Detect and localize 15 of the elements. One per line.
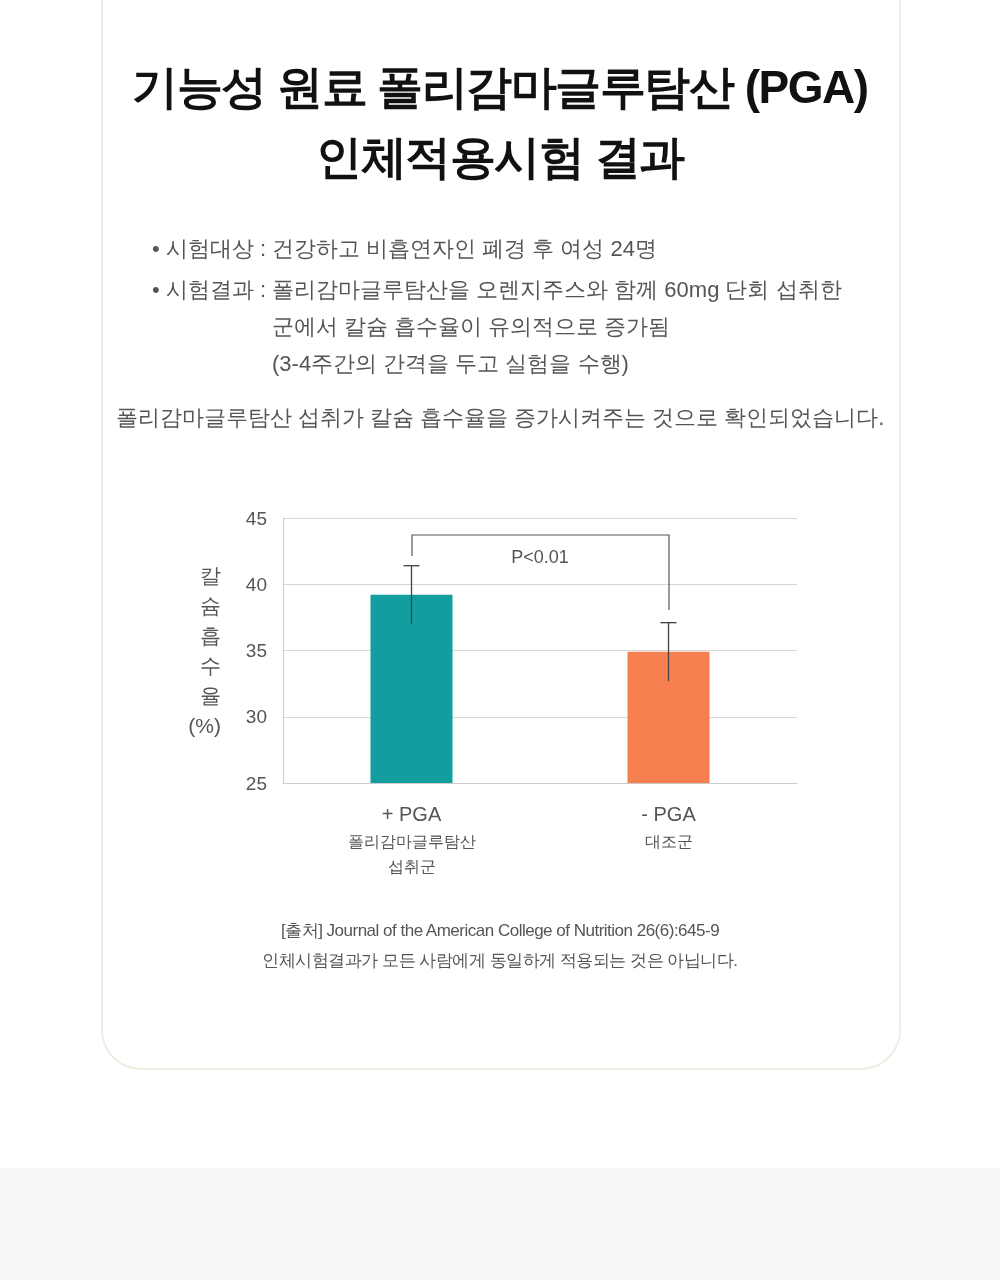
annotation: P<0.01: [510, 546, 570, 568]
y-tick-label: 40: [245, 573, 267, 595]
chart-title: 기능성 원료 폴리감마글루탐산 (PGA) 인체적용시험 결과: [131, 60, 869, 185]
text: 폴리감마글루탐산 섭취가 칼슘 흡수율을 증가시켜주는 것으로 확인되었습니다.: [114, 404, 886, 432]
text: 인체시험결과가 모든 사람에게 동일하게 적용되는 것은 아닙니다.: [261, 950, 739, 972]
text: • 시험대상 : 건강하고 비흡연자인 폐경 후 여성 24명: [152, 235, 659, 263]
y-axis-title: 칼슘흡수율 (%): [188, 564, 221, 737]
text: • 시험결과 : 폴리감마글루탐산을 오렌지주스와 함께 60mg 단회 섭취한 군에서 칼슘 흡수율이 유의적으로 증가됨 (3-4주간의 간격을 두고 실험을 수행): [152, 276, 843, 378]
x-tick-label: - PGA 대조군: [641, 803, 697, 850]
y-tick-label: 35: [245, 640, 267, 661]
x-tick-label: + PGA 폴리감마글루탐산 섭취군: [347, 803, 476, 875]
text: [출처] Journal of the American College of Nutrition 26(6):645-9: [279, 920, 721, 942]
y-tick-label: 30: [245, 706, 267, 728]
y-tick-label: 45: [245, 507, 267, 529]
y-tick-label: 25: [245, 772, 267, 794]
